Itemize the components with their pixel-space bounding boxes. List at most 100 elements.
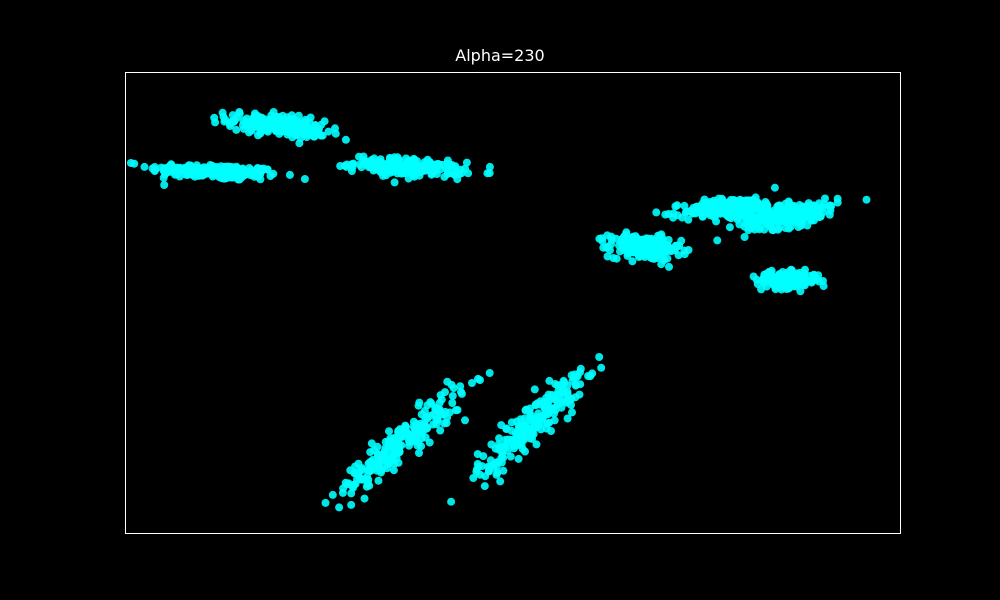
scatter-point xyxy=(794,223,803,232)
scatter-point xyxy=(548,393,557,401)
scatter-point xyxy=(763,274,772,282)
scatter-point xyxy=(531,400,540,409)
scatter-point xyxy=(346,466,355,475)
scatter-point xyxy=(661,210,670,219)
scatter-point xyxy=(486,456,495,465)
scatter-point xyxy=(761,198,770,206)
scatter-point xyxy=(539,399,548,408)
scatter-point xyxy=(394,155,403,164)
scatter-point xyxy=(714,194,723,203)
scatter-point xyxy=(495,434,504,443)
scatter-point xyxy=(234,167,242,176)
scatter-point xyxy=(567,401,575,409)
scatter-point xyxy=(571,381,580,389)
scatter-point xyxy=(774,201,783,210)
scatter-point xyxy=(254,112,262,121)
scatter-point xyxy=(223,162,232,171)
scatter-point xyxy=(263,165,272,174)
scatter-point xyxy=(355,160,364,169)
scatter-point xyxy=(347,167,356,176)
scatter-point xyxy=(753,198,762,207)
scatter-point xyxy=(483,169,492,178)
scatter-point xyxy=(385,163,394,172)
scatter-point xyxy=(457,169,466,178)
scatter-point xyxy=(762,282,771,291)
scatter-point xyxy=(140,162,149,171)
scatter-point xyxy=(597,363,606,372)
scatter-point xyxy=(363,472,372,481)
scatter-point xyxy=(417,434,426,443)
scatter-point xyxy=(374,476,383,485)
scatter-point xyxy=(595,353,604,361)
scatter-point xyxy=(540,411,549,420)
scatter-point xyxy=(514,454,523,463)
scatter-point xyxy=(300,175,309,183)
scatter-point xyxy=(397,427,406,436)
scatter-point xyxy=(414,401,423,410)
scatter-point xyxy=(254,131,262,140)
scatter-point xyxy=(487,440,496,449)
scatter-point xyxy=(336,162,345,170)
scatter-point xyxy=(402,165,411,174)
scatter-point xyxy=(757,215,766,224)
scatter-point xyxy=(250,170,259,179)
scatter-point xyxy=(448,392,457,400)
scatter-point xyxy=(803,221,812,230)
scatter-point xyxy=(469,474,478,482)
scatter-point xyxy=(266,172,275,180)
scatter-point xyxy=(435,408,443,417)
scatter-point xyxy=(229,117,238,126)
scatter-point xyxy=(497,442,506,451)
scatter-point xyxy=(447,380,456,389)
scatter-point xyxy=(435,160,444,169)
scatter-point xyxy=(526,404,535,413)
scatter-point xyxy=(413,163,422,172)
scatter-point xyxy=(602,243,611,252)
scatter-point xyxy=(499,466,508,475)
scatter-point xyxy=(628,233,637,242)
scatter-point xyxy=(453,406,462,414)
scatter-point xyxy=(806,205,814,213)
scatter-point xyxy=(378,451,387,460)
scatter-point xyxy=(573,372,582,381)
scatter-point xyxy=(671,202,680,211)
scatter-point xyxy=(457,389,466,398)
scatter-point xyxy=(563,414,572,423)
scatter-point xyxy=(476,376,484,385)
scatter-point xyxy=(742,196,751,205)
scatter-point xyxy=(427,399,436,408)
scatter-point xyxy=(530,385,539,394)
scatter-point xyxy=(409,422,418,431)
scatter-point xyxy=(499,453,508,462)
scatter-point xyxy=(247,117,256,126)
scatter-point xyxy=(405,156,414,165)
scatter-point xyxy=(409,436,418,445)
scatter-point xyxy=(239,124,248,133)
scatter-point xyxy=(485,369,494,377)
scatter-point xyxy=(272,119,281,127)
scatter-point xyxy=(443,159,451,168)
scatter-point xyxy=(657,260,666,269)
scatter-point xyxy=(442,419,451,428)
scatter-point xyxy=(165,164,173,172)
scatter-point xyxy=(532,423,541,432)
scatter-point xyxy=(226,169,235,177)
scatter-point xyxy=(645,248,654,257)
axes-frame xyxy=(125,72,901,534)
scatter-point xyxy=(384,437,393,446)
scatter-point xyxy=(437,395,446,404)
scatter-point xyxy=(521,447,529,456)
scatter-point xyxy=(248,124,257,133)
scatter-point xyxy=(725,223,734,232)
scatter-point xyxy=(443,169,452,178)
scatter-point xyxy=(481,472,490,481)
scatter-point xyxy=(665,262,673,271)
scatter-point xyxy=(795,275,804,284)
scatter-point xyxy=(670,246,679,255)
scatter-point xyxy=(354,459,363,468)
scatter-point xyxy=(150,167,159,175)
scatter-point xyxy=(640,242,649,251)
scatter-point xyxy=(727,214,736,223)
scatter-point xyxy=(275,126,284,135)
